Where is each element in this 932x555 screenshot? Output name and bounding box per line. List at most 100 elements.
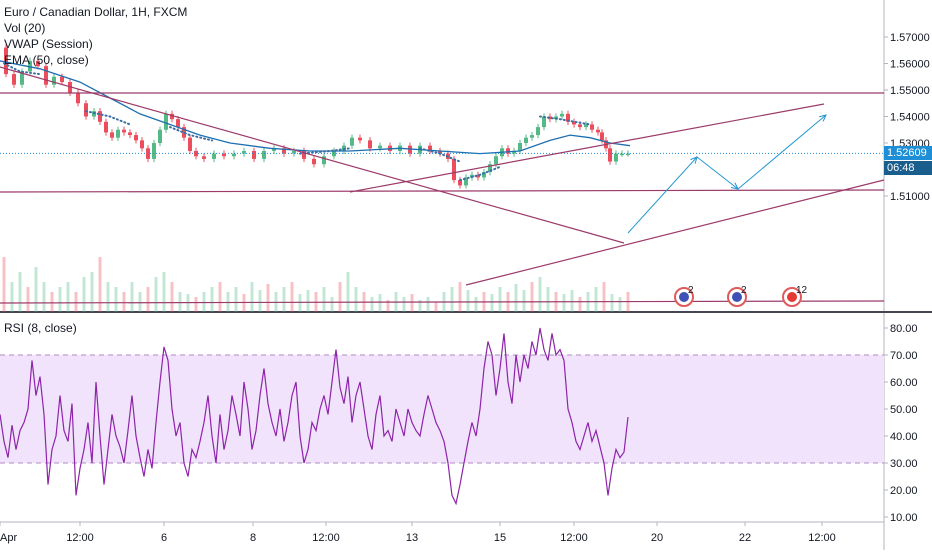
projection-path[interactable] (627, 114, 827, 234)
time-tick-label: 12:00 (808, 532, 836, 544)
candle-body (28, 60, 32, 72)
volume-bar (266, 284, 270, 312)
candle-body (134, 135, 138, 141)
trendline-drawing[interactable] (0, 66, 625, 244)
volume-bar (370, 297, 374, 312)
volume-bar (50, 292, 54, 312)
rsi-band (0, 355, 884, 463)
volume-bar (106, 282, 110, 312)
trendline-drawing[interactable] (465, 179, 885, 286)
rsi-tick-label: 60.00 (890, 377, 918, 389)
vwap-segment (539, 115, 591, 126)
candle-body (322, 156, 326, 165)
volume-bar (298, 294, 302, 312)
candle-body (116, 129, 120, 138)
volume-bar (170, 282, 174, 312)
legend-volume[interactable]: Vol (20) (4, 21, 46, 35)
volume-bar (194, 297, 198, 312)
volume-bar (34, 267, 38, 312)
candle-body (302, 150, 306, 159)
price-tick-label: 1.55000 (890, 85, 930, 97)
volume-bar (602, 282, 606, 312)
candle-body (212, 153, 216, 159)
event-count: 2 (741, 285, 747, 296)
candle-body (140, 140, 144, 149)
volume-bar (146, 287, 150, 312)
volume-bar (338, 282, 342, 312)
rsi-tick-label: 80.00 (890, 323, 918, 335)
candle-body (182, 127, 186, 138)
candle-body (530, 135, 534, 138)
candle-body (312, 158, 316, 165)
candle-body (438, 150, 442, 154)
volume-bar (218, 282, 222, 312)
candle-body (590, 124, 594, 130)
volume-bar (234, 287, 238, 312)
volume-bar (458, 282, 462, 312)
volume-bar (562, 294, 566, 312)
candle-body (158, 129, 162, 143)
rsi-tick-label: 50.00 (890, 404, 918, 416)
candle-body (596, 129, 600, 133)
time-tick-label: 15 (494, 532, 506, 544)
candle-body (272, 148, 276, 151)
volume-bar (18, 272, 22, 312)
candle-body (262, 150, 266, 159)
projection-arrow-head (690, 156, 698, 164)
candle-body (104, 121, 108, 133)
vwap-segment (419, 147, 461, 163)
volume-bar (162, 272, 166, 312)
volume-bar (594, 287, 598, 312)
volume-bar (434, 302, 438, 312)
time-tick-label: 6 (161, 532, 167, 544)
volume-bar (138, 292, 142, 312)
candle-body (84, 103, 88, 117)
candle-body (176, 119, 180, 128)
volume-bar (474, 297, 478, 312)
price-tick-label: 1.54000 (890, 112, 930, 124)
candle-body (122, 129, 126, 133)
vwap-segment (85, 110, 131, 126)
time-tick-label: 22 (739, 532, 751, 544)
time-tick-label: 12:00 (560, 532, 588, 544)
candle-body (52, 76, 56, 85)
trendline-drawing[interactable] (0, 189, 885, 193)
volume-bar (250, 282, 254, 312)
legend-symbol[interactable]: Euro / Canadian Dollar, 1H, FXCM (4, 5, 188, 19)
volume-bar (418, 300, 422, 312)
legend-vwap[interactable]: VWAP (Session) (4, 37, 93, 51)
legend-rsi[interactable]: RSI (8, close) (4, 321, 77, 335)
candle-body (242, 150, 246, 154)
volume-bar (210, 287, 214, 312)
volume-bar (42, 282, 46, 312)
volume-bar (410, 294, 414, 312)
candle-body (542, 116, 546, 128)
candle-body (222, 153, 226, 157)
legend-ema[interactable]: EMA (50, close) (4, 53, 89, 67)
candle-body (12, 74, 16, 85)
candle-body (428, 145, 432, 151)
volume-bar (546, 287, 550, 312)
volume-bar (538, 277, 542, 312)
candle-body (350, 137, 354, 146)
candle-body (494, 156, 498, 165)
volume-bar (346, 272, 350, 312)
volume-bar (322, 287, 326, 312)
trendline-drawing[interactable] (349, 103, 825, 193)
volume-bar (282, 287, 286, 312)
rsi-tick-label: 70.00 (890, 350, 918, 362)
candle-body (164, 113, 168, 130)
time-tick-label: 12:00 (312, 532, 340, 544)
last-price-label: 1.52609 (884, 146, 932, 161)
candle-body (378, 145, 382, 149)
eu-flag-event-icon-center (732, 292, 742, 302)
volume-bar (306, 290, 310, 312)
candle-body (506, 148, 510, 154)
candle-body (98, 111, 102, 122)
volume-bar (466, 290, 470, 312)
volume-bar (498, 287, 502, 312)
candle-body (518, 143, 522, 151)
candle-body (482, 172, 486, 178)
